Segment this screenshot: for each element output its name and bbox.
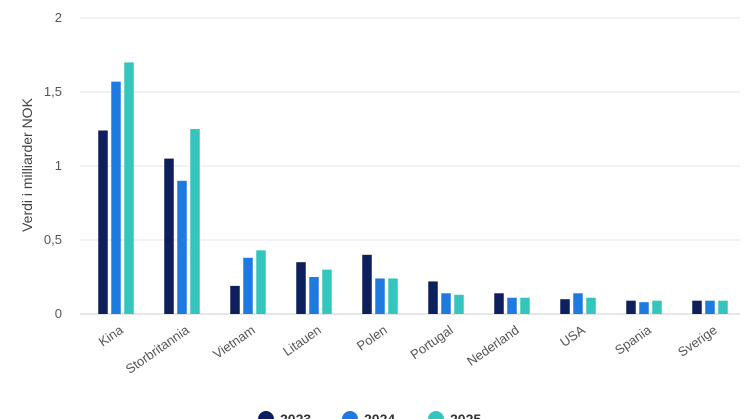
y-tick-label: 2 [55, 10, 62, 25]
legend-marker [342, 411, 358, 419]
legend-label: 2025 [450, 411, 481, 419]
bar-2025-storbritannia[interactable] [190, 129, 200, 314]
bar-2024-litauen[interactable] [309, 277, 319, 314]
y-tick-label: 1,5 [44, 84, 62, 99]
legend-label: 2023 [280, 411, 311, 419]
x-category-label: Nederland [464, 322, 522, 369]
bar-2024-spania[interactable] [639, 302, 649, 314]
bar-2023-spania[interactable] [626, 300, 636, 314]
bar-2023-vietnam[interactable] [230, 285, 240, 314]
bar-2025-kina[interactable] [124, 62, 134, 315]
bar-2023-kina[interactable] [98, 130, 108, 314]
bar-2023-litauen[interactable] [296, 262, 306, 314]
legend-item-2023[interactable]: 2023 [258, 411, 311, 419]
bar-2023-polen[interactable] [362, 254, 372, 314]
bar-2024-vietnam[interactable] [243, 257, 253, 314]
bar-2023-storbritannia[interactable] [164, 158, 174, 314]
x-category-label: USA [557, 322, 588, 350]
bar-2024-nederland[interactable] [507, 297, 517, 314]
x-category-label: Kina [96, 322, 127, 350]
bar-2025-sverige[interactable] [718, 300, 728, 314]
x-category-label: Sverige [675, 322, 720, 360]
bar-2024-kina[interactable] [111, 81, 121, 314]
x-category-label: Polen [354, 322, 390, 353]
y-tick-label: 0,5 [44, 232, 62, 247]
bar-2025-spania[interactable] [652, 300, 662, 314]
bar-2024-usa[interactable] [573, 293, 583, 314]
legend-marker [258, 411, 274, 419]
bar-2023-portugal[interactable] [428, 281, 438, 314]
legend-marker [428, 411, 444, 419]
bar-2024-portugal[interactable] [441, 293, 451, 314]
legend[interactable]: 2023 2024 2025 [258, 411, 481, 419]
bar-2024-sverige[interactable] [705, 300, 715, 314]
bar-2023-usa[interactable] [560, 299, 570, 314]
x-category-label: Portugal [407, 322, 455, 362]
bar-2025-polen[interactable] [388, 278, 398, 314]
bar-2025-litauen[interactable] [322, 269, 332, 314]
legend-item-2025[interactable]: 2025 [428, 411, 481, 419]
bar-2025-portugal[interactable] [454, 294, 464, 314]
bars [98, 62, 728, 315]
bar-2025-nederland[interactable] [520, 297, 530, 314]
x-category-label: Litauen [280, 322, 324, 359]
bar-2023-sverige[interactable] [692, 300, 702, 314]
bar-2023-nederland[interactable] [494, 293, 504, 314]
bar-2025-usa[interactable] [586, 297, 596, 314]
x-category-label: Spania [612, 322, 654, 358]
bar-2025-vietnam[interactable] [256, 250, 266, 314]
x-category-label: Vietnam [210, 322, 257, 362]
legend-item-2024[interactable]: 2024 [342, 411, 395, 419]
legend-label: 2024 [364, 411, 395, 419]
bar-2024-storbritannia[interactable] [177, 180, 187, 314]
y-tick-label: 0 [55, 306, 62, 321]
y-axis-title: Verdi i milliarder NOK [19, 97, 35, 231]
x-category-label: Storbritannia [123, 322, 193, 377]
y-axis-ticks: 0 0,5 1 1,5 2 [44, 10, 62, 321]
y-tick-label: 1 [55, 158, 62, 173]
bar-2024-polen[interactable] [375, 278, 385, 314]
